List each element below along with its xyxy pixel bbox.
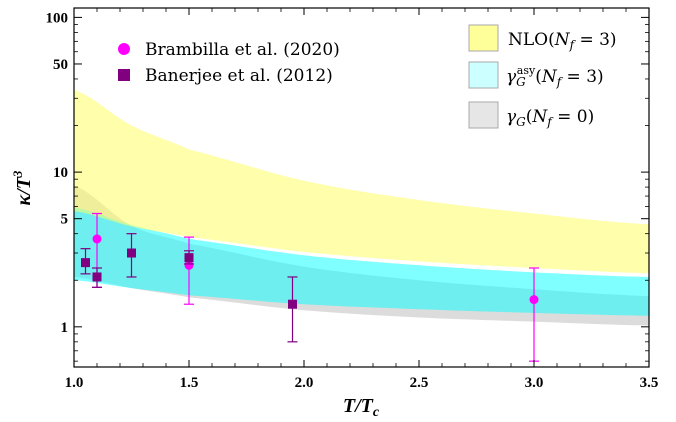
marker-square	[184, 253, 194, 263]
marker-square	[92, 272, 102, 282]
legend-label-nlo: NLO(Nf = 3)	[508, 30, 617, 52]
y-tick-label: 1	[61, 320, 69, 336]
x-axis-title: T/Tc	[343, 395, 380, 420]
legend-right: NLO(Nf = 3) γGasy(Nf = 3) γG(Nf = 0)	[468, 24, 617, 129]
y-axis-title: κ/T3	[10, 170, 35, 205]
legend-label-brambilla: Brambilla et al. (2020)	[145, 40, 340, 60]
band-nlo-nf3	[74, 89, 649, 274]
marker-square	[288, 299, 297, 309]
band-gamma-asy-nf3	[74, 207, 649, 316]
y-tick-label: 100	[46, 10, 69, 26]
data-point-banerjee	[80, 248, 91, 275]
marker-circle	[529, 295, 539, 305]
x-tick-label: 2.5	[410, 375, 429, 391]
x-tick-label: 3.0	[525, 375, 544, 391]
legend-label-gamma-g: γG(Nf = 0)	[506, 107, 594, 129]
x-tick-label: 2.0	[295, 375, 314, 391]
x-tick-label: 1.0	[65, 375, 84, 391]
x-tick-label: 1.5	[180, 375, 199, 391]
legend-label-gamma-asy: γGasy(Nf = 3)	[506, 64, 604, 89]
legend-swatch-gamma-asy	[468, 61, 499, 89]
legend-marker-banerjee	[118, 69, 130, 81]
y-tick-label: 10	[53, 165, 68, 181]
y-tick-label: 5	[61, 212, 69, 228]
data-point-banerjee	[184, 250, 194, 265]
points-layer	[80, 212, 539, 362]
legend-left: Brambilla et al. (2020) Banerjee et al. …	[118, 40, 340, 86]
data-point-banerjee	[92, 267, 102, 288]
data-point-banerjee	[287, 276, 298, 343]
legend-label-banerjee: Banerjee et al. (2012)	[145, 66, 333, 86]
marker-square	[127, 248, 136, 258]
marker-circle	[184, 260, 194, 270]
legend-marker-brambilla	[118, 43, 130, 55]
data-point-banerjee	[126, 233, 137, 278]
y-tick-label: 50	[53, 57, 68, 73]
marker-square	[81, 258, 90, 268]
bands-layer	[74, 89, 649, 326]
data-point-brambilla	[529, 267, 539, 362]
x-tick-label: 3.5	[640, 375, 659, 391]
marker-circle	[92, 234, 102, 244]
ticks-layer: 1.0 1.5 2.0 2.5 3.0 3.5 1 5 10 50 100	[46, 8, 659, 391]
legend-swatch-gamma-g	[468, 101, 499, 129]
legend-swatch-nlo	[468, 24, 499, 52]
data-point-brambilla	[184, 236, 194, 305]
